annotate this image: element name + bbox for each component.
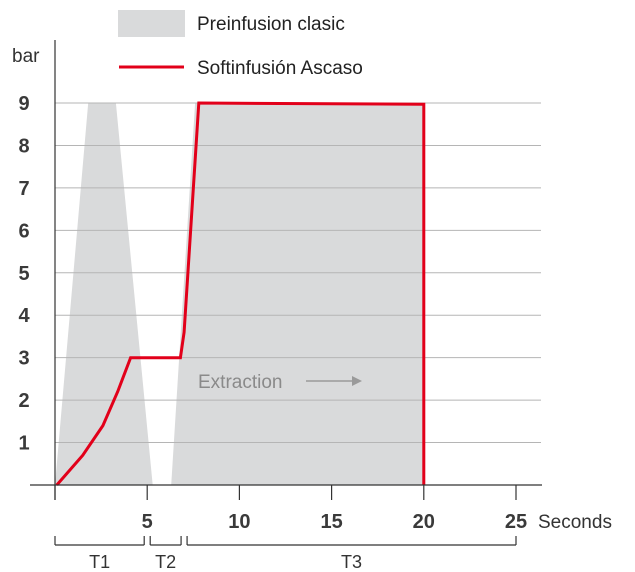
y-tick-label-7: 7 <box>18 178 29 200</box>
x-tick-label-25: 25 <box>505 511 527 533</box>
x-axis-label: Seconds <box>538 512 612 533</box>
y-tick-label-4: 4 <box>18 305 30 327</box>
phase-label-t3: T3 <box>341 552 362 572</box>
annotation-arrow-head <box>352 376 362 386</box>
y-tick-label-5: 5 <box>18 263 29 285</box>
y-tick-label-2: 2 <box>18 390 29 412</box>
annotation-extraction: Extraction <box>198 372 282 393</box>
extraction-annotation: Extraction <box>198 372 362 393</box>
series-line-softinfusion-ascaso <box>55 101 426 486</box>
x-tick-label-10: 10 <box>228 511 250 533</box>
x-tick-label-15: 15 <box>320 511 342 533</box>
phase-label-t2: T2 <box>155 552 176 572</box>
legend-swatch-preinfusion-clasic <box>118 10 185 37</box>
x-ticks: 5 10 15 20 25 <box>54 485 527 533</box>
y-tick-label-1: 1 <box>18 433 29 455</box>
line-layer <box>55 101 426 486</box>
series-area-preinfusion-clasic <box>55 103 424 485</box>
y-tick-label-9: 9 <box>18 93 29 115</box>
y-tick-label-6: 6 <box>18 220 29 242</box>
legend-label-preinfusion-clasic: Preinfusion clasic <box>197 14 345 35</box>
phase-label-t1: T1 <box>89 552 110 572</box>
area-layer <box>55 103 424 485</box>
phase-brackets: T1 T2 T3 <box>54 536 517 572</box>
y-tick-label-8: 8 <box>18 135 29 157</box>
x-tick-label-5: 5 <box>142 511 153 533</box>
y-ticks: 1 2 3 4 5 6 7 8 9 <box>18 93 30 455</box>
legend-label-softinfusion-ascaso: Softinfusión Ascaso <box>197 58 363 79</box>
y-tick-label-3: 3 <box>18 348 29 370</box>
y-axis-label: bar <box>12 46 40 67</box>
legend: Preinfusion clasic Softinfusión Ascaso <box>118 10 363 79</box>
x-tick-label-20: 20 <box>413 511 435 533</box>
